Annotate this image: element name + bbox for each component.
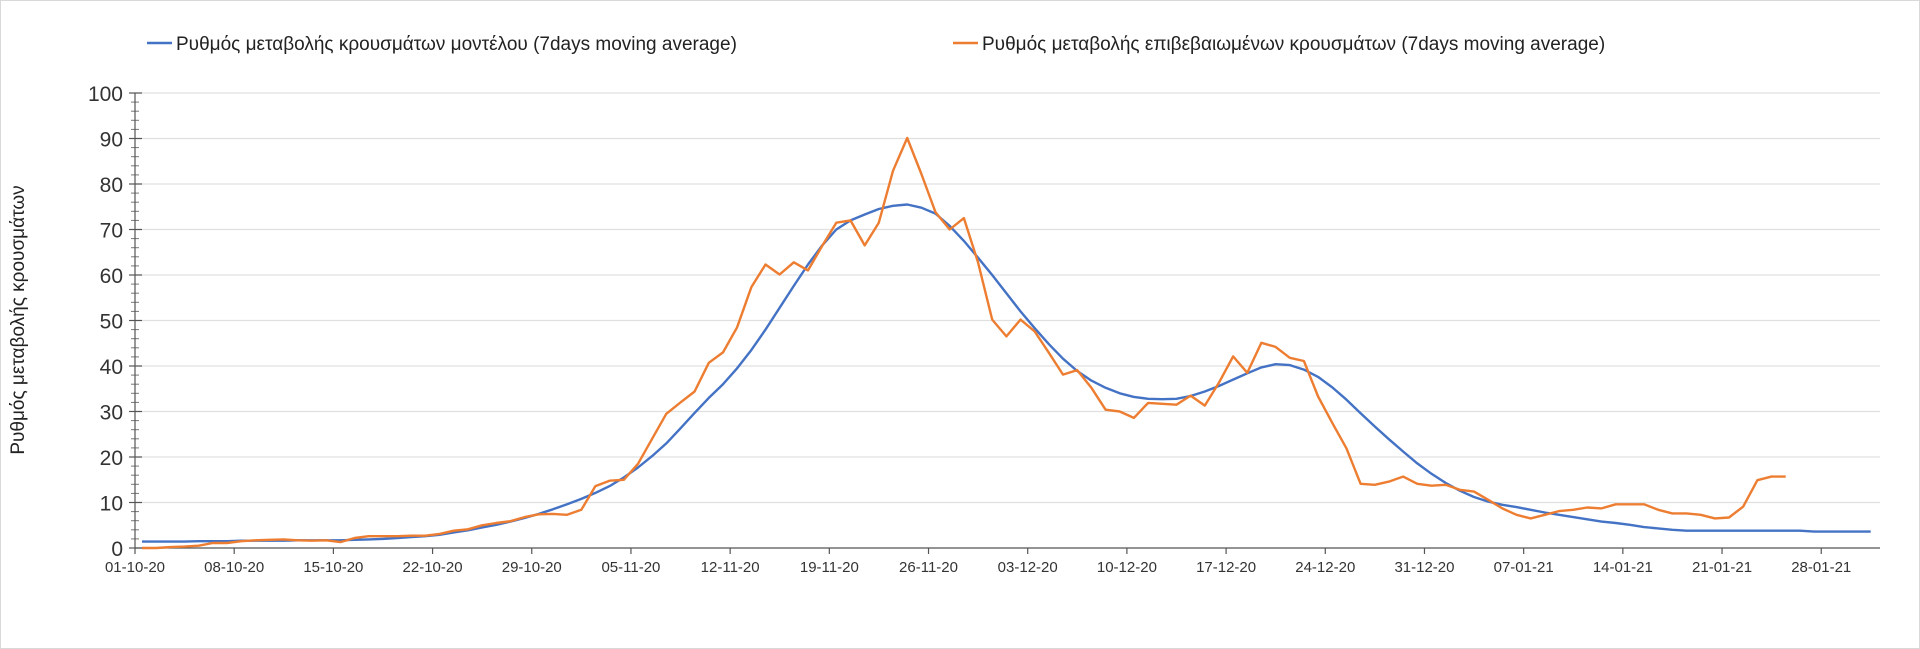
x-tick-label: 07-01-21 bbox=[1494, 559, 1554, 576]
legend-label-confirmed: Ρυθμός μεταβολής επιβεβαιωμένων κρουσμάτ… bbox=[982, 34, 1605, 55]
legend-label-model: Ρυθμός μεταβολής κρουσμάτων μοντέλου (7d… bbox=[176, 34, 737, 55]
y-tick-label: 0 bbox=[111, 538, 123, 561]
x-tick-label: 12-11-20 bbox=[701, 559, 760, 576]
series-lines bbox=[142, 136, 1871, 550]
x-tick-label: 15-10-20 bbox=[303, 559, 363, 576]
x-tick-label: 14-01-21 bbox=[1593, 559, 1653, 576]
x-tick-label: 28-01-21 bbox=[1791, 559, 1851, 576]
x-tick-label: 10-12-20 bbox=[1097, 559, 1157, 576]
legend: Ρυθμός μεταβολής κρουσμάτων μοντέλου (7d… bbox=[147, 34, 1605, 55]
x-tick-label: 31-12-20 bbox=[1394, 559, 1454, 576]
y-tick-label: 40 bbox=[100, 356, 123, 379]
legend-item-confirmed[interactable]: Ρυθμός μεταβολής επιβεβαιωμένων κρουσμάτ… bbox=[953, 34, 1605, 55]
x-tick-label: 22-10-20 bbox=[403, 559, 463, 576]
y-tick-label: 50 bbox=[100, 311, 123, 334]
x-tick-label: 21-01-21 bbox=[1692, 559, 1752, 576]
x-tick-label: 08-10-20 bbox=[204, 559, 264, 576]
y-tick-label: 70 bbox=[100, 220, 123, 243]
legend-item-model[interactable]: Ρυθμός μεταβολής κρουσμάτων μοντέλου (7d… bbox=[147, 34, 737, 55]
x-tick-label: 24-12-20 bbox=[1295, 559, 1355, 576]
y-axis-title: Ρυθμός μεταβολής κρουσμάτων bbox=[8, 185, 29, 454]
x-tick-label: 17-12-20 bbox=[1196, 559, 1256, 576]
y-tick-label: 90 bbox=[100, 129, 123, 152]
y-tick-label: 30 bbox=[100, 402, 123, 425]
y-tick-label: 60 bbox=[100, 265, 123, 288]
x-tick-label: 05-11-20 bbox=[601, 559, 660, 576]
y-tick-label: 10 bbox=[100, 493, 123, 516]
x-tick-label: 01-10-20 bbox=[105, 559, 165, 576]
x-axis: 01-10-20 08-10-20 15-10-20 22-10-20 29-10-20… bbox=[105, 547, 1880, 576]
x-tick-label: 19-11-20 bbox=[800, 559, 859, 576]
y-tick-label: 100 bbox=[88, 83, 123, 106]
gridlines bbox=[135, 92, 1880, 504]
series-line-confirmed bbox=[142, 136, 1786, 550]
series-line-model bbox=[142, 203, 1871, 543]
y-tick-label: 20 bbox=[100, 447, 123, 470]
y-axis: 0 10 20 30 40 50 60 70 80 90 100 bbox=[88, 83, 142, 561]
y-tick-label: 80 bbox=[100, 174, 123, 197]
x-tick-label: 29-10-20 bbox=[502, 559, 562, 576]
x-tick-label: 03-12-20 bbox=[998, 559, 1058, 576]
x-tick-label: 26-11-20 bbox=[899, 559, 958, 576]
